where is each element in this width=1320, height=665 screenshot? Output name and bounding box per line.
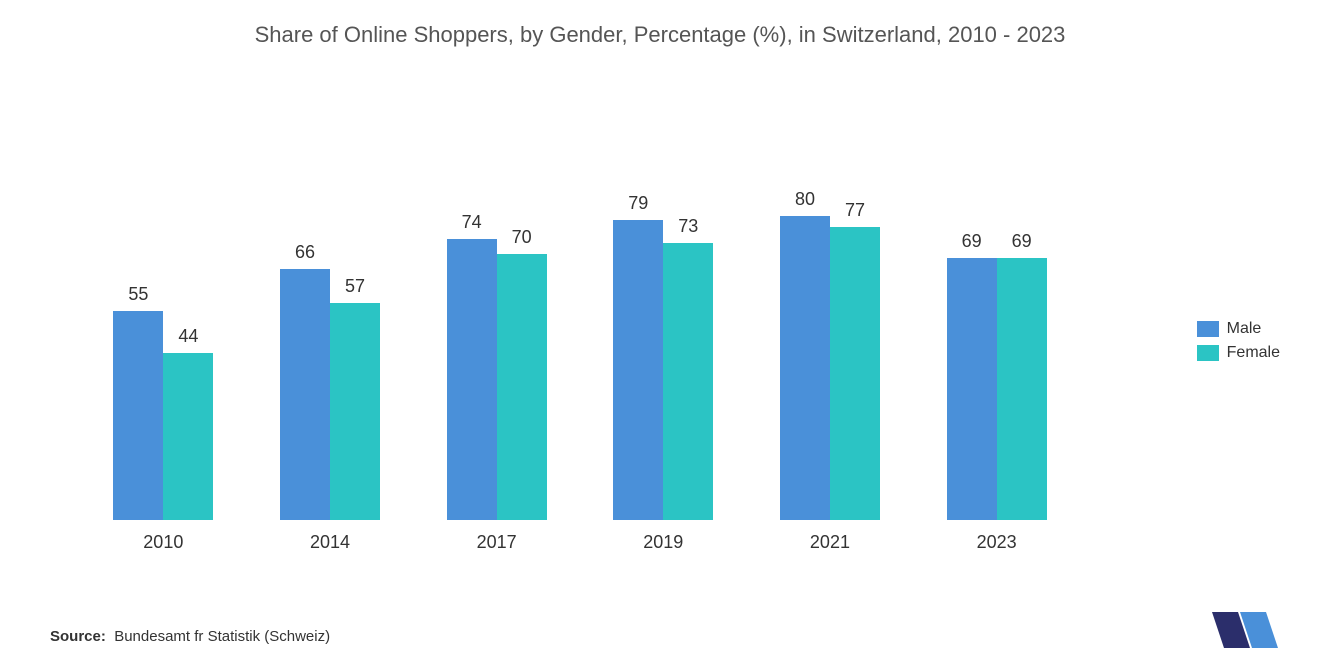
bar [997,258,1047,520]
bar-value-label: 44 [178,326,198,347]
bar-wrap: 55 [113,284,163,520]
source-label: Source: [50,628,106,645]
source-text: Bundesamt fr Statistik (Schweiz) [114,628,330,645]
x-tick-label: 2019 [643,520,683,560]
bar-group: 74 70 [447,212,547,520]
legend-item: Female [1197,344,1280,362]
bar-value-label: 70 [512,227,532,248]
x-tick-label: 2021 [810,520,850,560]
bar-value-label: 66 [295,242,315,263]
bar-wrap: 80 [780,189,830,520]
bar-value-label: 55 [128,284,148,305]
legend-label: Female [1227,344,1280,362]
bar-value-label: 77 [845,200,865,221]
bar-group: 66 57 [280,242,380,520]
bar [663,243,713,520]
bar [830,227,880,520]
bar-group: 80 77 [780,189,880,520]
bar-value-label: 80 [795,189,815,210]
plot-region: 55 44 66 57 74 70 79 73 80 77 69 69 [80,140,1080,520]
bar-wrap: 79 [613,193,663,520]
bar-value-label: 79 [628,193,648,214]
bar [280,269,330,520]
legend-item: Male [1197,320,1280,338]
bar [447,239,497,520]
bar [330,303,380,520]
bar-wrap: 69 [947,231,997,520]
bar-group: 79 73 [613,193,713,520]
x-tick-label: 2023 [977,520,1017,560]
bar-wrap: 69 [997,231,1047,520]
bar-group: 69 69 [947,231,1047,520]
bar-wrap: 70 [497,227,547,520]
bar-value-label: 69 [962,231,982,252]
chart-area: 554466577470797380776969 201020142017201… [80,140,1080,560]
bar-group: 55 44 [113,284,213,520]
bar-value-label: 69 [1012,231,1032,252]
bar [947,258,997,520]
bar-value-label: 73 [678,216,698,237]
bar [113,311,163,520]
bar-wrap: 73 [663,216,713,520]
chart-title: Share of Online Shoppers, by Gender, Per… [0,0,1320,61]
x-tick-label: 2010 [143,520,183,560]
x-tick-label: 2014 [310,520,350,560]
bar [613,220,663,520]
bar-value-label: 57 [345,276,365,297]
bar [780,216,830,520]
legend-label: Male [1227,320,1262,338]
legend-swatch [1197,321,1219,337]
source-citation: Source: Bundesamt fr Statistik (Schweiz) [50,628,330,645]
bar-wrap: 77 [830,200,880,520]
legend-swatch [1197,345,1219,361]
x-axis: 2010 2014 2017 2019 2021 2023 [80,520,1080,560]
bar-wrap: 66 [280,242,330,520]
bar-value-label: 74 [462,212,482,233]
bar [163,353,213,520]
brand-logo [1210,610,1280,650]
bar [497,254,547,520]
bar-wrap: 44 [163,326,213,520]
bar-wrap: 74 [447,212,497,520]
bar-wrap: 57 [330,276,380,520]
legend: Male Female [1197,320,1280,368]
x-tick-label: 2017 [477,520,517,560]
